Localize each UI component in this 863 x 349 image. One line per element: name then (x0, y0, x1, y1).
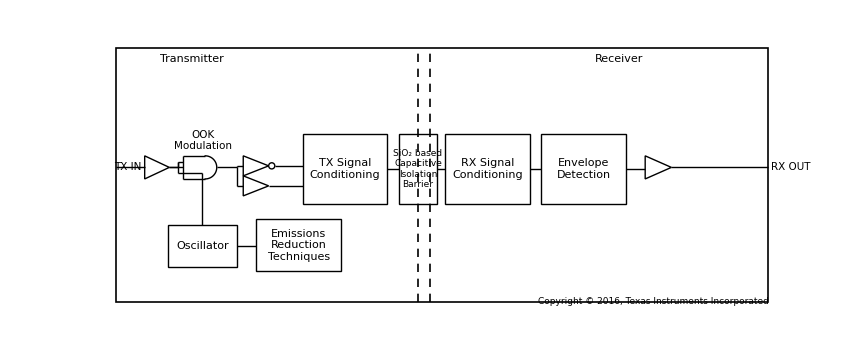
Bar (445, 134, 530, 203)
Text: OOK
Modulation: OOK Modulation (174, 129, 232, 151)
Text: Envelope
Detection: Envelope Detection (557, 158, 611, 180)
Text: Copyright © 2016, Texas Instruments Incorporated: Copyright © 2016, Texas Instruments Inco… (538, 297, 768, 306)
Text: Receiver: Receiver (595, 54, 644, 64)
Text: Transmitter: Transmitter (160, 54, 224, 64)
Text: Emissions
Reduction
Techniques: Emissions Reduction Techniques (268, 229, 330, 262)
Bar (256, 219, 341, 271)
Text: RX Signal
Conditioning: RX Signal Conditioning (452, 158, 523, 180)
Bar (541, 134, 626, 203)
Bar (399, 134, 438, 203)
Text: TX Signal
Conditioning: TX Signal Conditioning (310, 158, 381, 180)
Text: TX IN: TX IN (114, 162, 142, 172)
Text: SiO₂ based
Capacitive
Isolation
Barrier: SiO₂ based Capacitive Isolation Barrier (394, 149, 443, 189)
Bar (167, 225, 237, 267)
Text: RX OUT: RX OUT (771, 162, 810, 172)
Text: Oscillator: Oscillator (176, 241, 229, 251)
Bar (303, 134, 387, 203)
